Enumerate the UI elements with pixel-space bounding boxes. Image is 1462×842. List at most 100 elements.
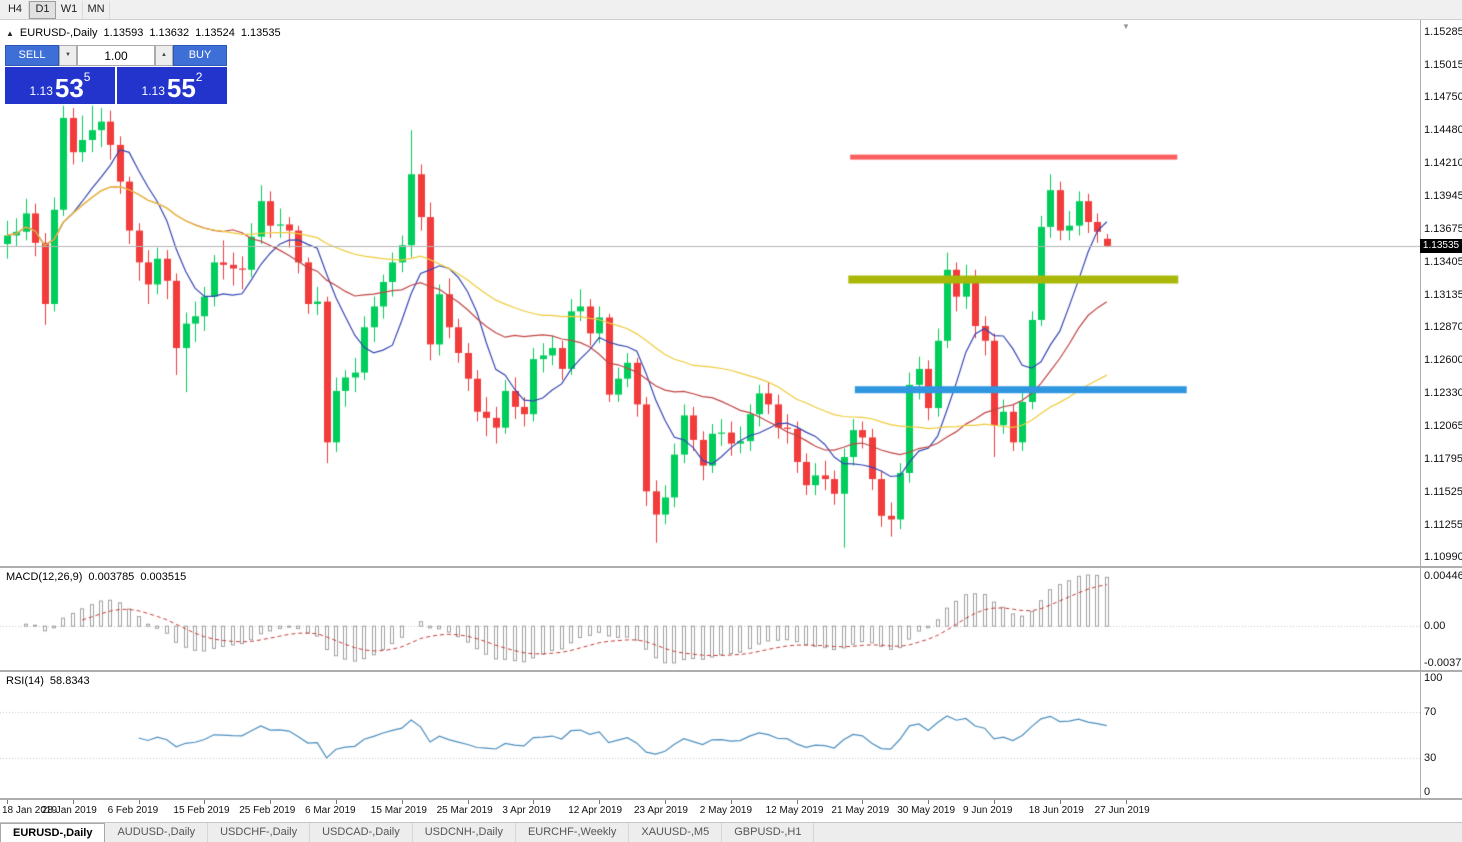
- macd-value: 0.003785: [88, 571, 135, 583]
- price-axis-label: 1.13135: [1424, 288, 1462, 301]
- chart-tab-xauusd-m5[interactable]: XAUUSD-,M5: [629, 823, 723, 842]
- rsi-indicator-canvas[interactable]: [0, 672, 1420, 798]
- date-axis-tick: [994, 800, 995, 804]
- chart-tab-eurchf-weekly[interactable]: EURCHF-,Weekly: [516, 823, 630, 842]
- timeframe-button-w1[interactable]: W1: [56, 0, 83, 19]
- buy-button[interactable]: BUY: [173, 45, 227, 66]
- date-axis-label: 21 May 2019: [831, 805, 890, 816]
- rsi-pane-label: RSI(14) 58.8343: [6, 675, 90, 687]
- buy-price-button[interactable]: 1.13 55 2: [117, 67, 227, 104]
- date-axis-tick: [204, 800, 205, 804]
- rsi-axis-label: 70: [1424, 706, 1437, 719]
- sell-price-button[interactable]: 1.13 53 5: [5, 67, 115, 104]
- chart-tab-usdchf-daily[interactable]: USDCHF-,Daily: [208, 823, 311, 842]
- date-axis-label: 6 Feb 2019: [107, 805, 159, 816]
- price-axis-label: 1.12330: [1424, 387, 1462, 400]
- date-axis-label: 18 Jun 2019: [1028, 805, 1084, 816]
- date-axis-label: 25 Feb 2019: [239, 805, 296, 816]
- date-axis-tick: [665, 800, 666, 804]
- rsi-value: 58.8343: [49, 675, 90, 687]
- one-click-trading-panel: SELL ▼ ▲ BUY 1.13 53 5 1.13 55 2: [5, 45, 229, 104]
- date-axis-tick: [731, 800, 732, 804]
- date-axis-tick: [1060, 800, 1061, 804]
- price-chart-canvas[interactable]: [0, 20, 1420, 566]
- date-axis-label: 23 Apr 2019: [634, 805, 688, 816]
- pane-separator[interactable]: [0, 566, 1462, 568]
- ohlc-open: 1.13593: [103, 27, 144, 39]
- buy-price-pip: 2: [195, 70, 203, 84]
- rsi-axis-label: 30: [1424, 751, 1437, 764]
- price-axis-label: 1.14750: [1424, 91, 1462, 104]
- one-click-panel-toggle-icon[interactable]: ▲: [6, 28, 14, 38]
- chart-tab-bar: EURUSD-,Daily AUDUSD-,Daily USDCHF-,Daily U…: [0, 822, 1462, 842]
- chart-tab-gbpusd-h1[interactable]: GBPUSD-,H1: [722, 823, 815, 842]
- sell-button[interactable]: SELL: [5, 45, 59, 66]
- volume-increase-button[interactable]: ▲: [155, 45, 173, 66]
- ohlc-close: 1.13535: [240, 27, 281, 39]
- price-axis-label: 1.12600: [1424, 354, 1462, 367]
- date-axis-tick: [402, 800, 403, 804]
- date-axis-label: 9 Jun 2019: [963, 805, 1013, 816]
- rsi-axis-label: 100: [1424, 672, 1443, 684]
- price-axis-label: 1.13405: [1424, 255, 1462, 268]
- date-axis-tick: [599, 800, 600, 804]
- macd-axis-label: -0.003715: [1424, 657, 1462, 669]
- macd-name: MACD(12,26,9): [6, 571, 83, 583]
- date-axis-tick: [468, 800, 469, 804]
- price-axis-label: 1.11795: [1424, 452, 1462, 465]
- sell-price-pip: 5: [83, 70, 91, 84]
- sell-price-main: 53: [54, 73, 84, 104]
- date-axis-tick: [270, 800, 271, 804]
- chart-ohlc-header: ▲ EURUSD-,Daily 1.13593 1.13632 1.13524 …: [6, 27, 281, 39]
- date-axis-label: 27 Jun 2019: [1094, 805, 1150, 816]
- price-axis-label: 1.11255: [1424, 518, 1462, 531]
- timeframe-toolbar: H4 D1 W1 MN: [0, 0, 1462, 20]
- macd-indicator-canvas[interactable]: [0, 568, 1420, 670]
- date-axis-label: 2 May 2019: [699, 805, 753, 816]
- timeframe-button-d1[interactable]: D1: [29, 0, 56, 19]
- chart-symbol-period-label: EURUSD-,Daily: [19, 27, 98, 39]
- date-axis-label: 12 May 2019: [765, 805, 824, 816]
- chart-tab-usdcnh-daily[interactable]: USDCNH-,Daily: [413, 823, 516, 842]
- price-axis-label: 1.14210: [1424, 157, 1462, 170]
- price-axis-label: 1.14480: [1424, 124, 1462, 137]
- timeframe-button-mn[interactable]: MN: [83, 0, 110, 19]
- date-axis-tick: [7, 800, 8, 804]
- timeframe-button-group: H4 D1 W1 MN: [2, 0, 110, 19]
- price-axis-label: 1.12065: [1424, 419, 1462, 432]
- price-axis-label: 1.10990: [1424, 551, 1462, 564]
- date-axis-tick: [862, 800, 863, 804]
- date-axis-label: 18 Jan 2019: [2, 805, 58, 816]
- chart-tab-usdcad-daily[interactable]: USDCAD-,Daily: [310, 823, 413, 842]
- macd-axis-label: 0.00: [1424, 620, 1446, 633]
- ohlc-low: 1.13524: [195, 27, 235, 39]
- date-axis-label: 30 May 2019: [897, 805, 956, 816]
- price-axis-label: 1.13945: [1424, 189, 1462, 202]
- date-axis-tick: [797, 800, 798, 804]
- chart-tab-audusd-daily[interactable]: AUDUSD-,Daily: [105, 823, 209, 842]
- chart-tab-eurusd-daily[interactable]: EURUSD-,Daily: [0, 823, 106, 842]
- date-axis-tick: [336, 800, 337, 804]
- date-axis-label: 15 Mar 2019: [370, 805, 427, 816]
- rsi-name: RSI(14): [6, 675, 44, 687]
- price-axis-border: [1420, 20, 1421, 800]
- buy-price-prefix: 1.13: [141, 84, 165, 98]
- ohlc-high: 1.13632: [149, 27, 190, 39]
- sell-price-prefix: 1.13: [29, 84, 53, 98]
- date-axis-tick: [928, 800, 929, 804]
- date-axis-label: 6 Mar 2019: [305, 805, 356, 816]
- macd-axis-label: 0.004465: [1424, 570, 1462, 582]
- chart-shift-marker[interactable]: ▼: [1122, 22, 1130, 31]
- pane-separator[interactable]: [0, 670, 1462, 672]
- pane-separator[interactable]: [0, 798, 1462, 800]
- date-axis-tick: [1126, 800, 1127, 804]
- volume-input[interactable]: [77, 45, 155, 66]
- timeframe-button-h4[interactable]: H4: [2, 0, 29, 19]
- date-axis-tick: [139, 800, 140, 804]
- date-axis-label: 3 Apr 2019: [502, 805, 551, 816]
- rsi-axis-label: 0: [1424, 786, 1431, 798]
- macd-signal-value: 0.003515: [140, 571, 187, 583]
- volume-decrease-button[interactable]: ▼: [59, 45, 77, 66]
- chart-window: ▼ ▲ EURUSD-,Daily 1.13593 1.13632 1.1352…: [0, 20, 1462, 822]
